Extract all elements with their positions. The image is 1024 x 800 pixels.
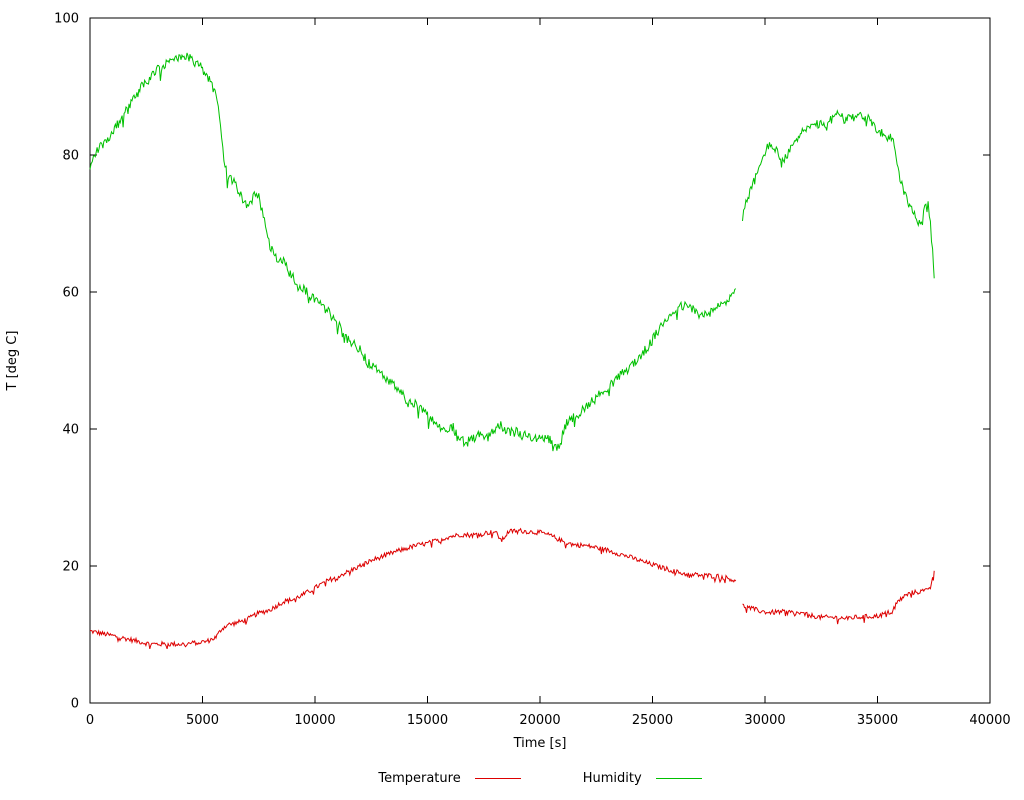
x-tick-label: 10000	[294, 713, 335, 728]
x-axis-title: Time [s]	[513, 736, 567, 751]
legend-label-temperature: Temperature	[378, 771, 461, 786]
legend-line-humidity	[655, 778, 702, 779]
y-tick-label: 20	[62, 560, 79, 575]
x-tick-label: 30000	[744, 713, 785, 728]
x-tick-label: 20000	[519, 713, 560, 728]
x-tick-label: 35000	[857, 713, 898, 728]
x-tick-label: 5000	[186, 713, 219, 728]
legend-item-temperature: Temperature	[378, 771, 521, 786]
y-tick-label: 80	[62, 149, 79, 164]
plot-border	[89, 17, 991, 704]
x-tick-label: 40000	[969, 713, 1010, 728]
legend-item-humidity: Humidity	[583, 771, 702, 786]
series-line-temperature	[742, 570, 935, 625]
y-tick-label: 100	[54, 12, 79, 27]
series-line-humidity	[742, 109, 935, 279]
x-tick-label: 0	[86, 713, 94, 728]
y-tick-label: 0	[71, 697, 79, 712]
x-tick-label: 25000	[632, 713, 673, 728]
legend-line-temperature	[474, 778, 521, 779]
series-line-humidity	[89, 52, 737, 452]
y-tick-label: 60	[62, 286, 79, 301]
series-line-temperature	[89, 527, 737, 650]
legend-label-humidity: Humidity	[582, 771, 642, 786]
y-tick-label: 40	[62, 423, 79, 438]
legend: Temperature Humidity	[90, 771, 990, 786]
y-axis-title: T [deg C]	[5, 331, 20, 392]
x-tick-label: 15000	[407, 713, 448, 728]
